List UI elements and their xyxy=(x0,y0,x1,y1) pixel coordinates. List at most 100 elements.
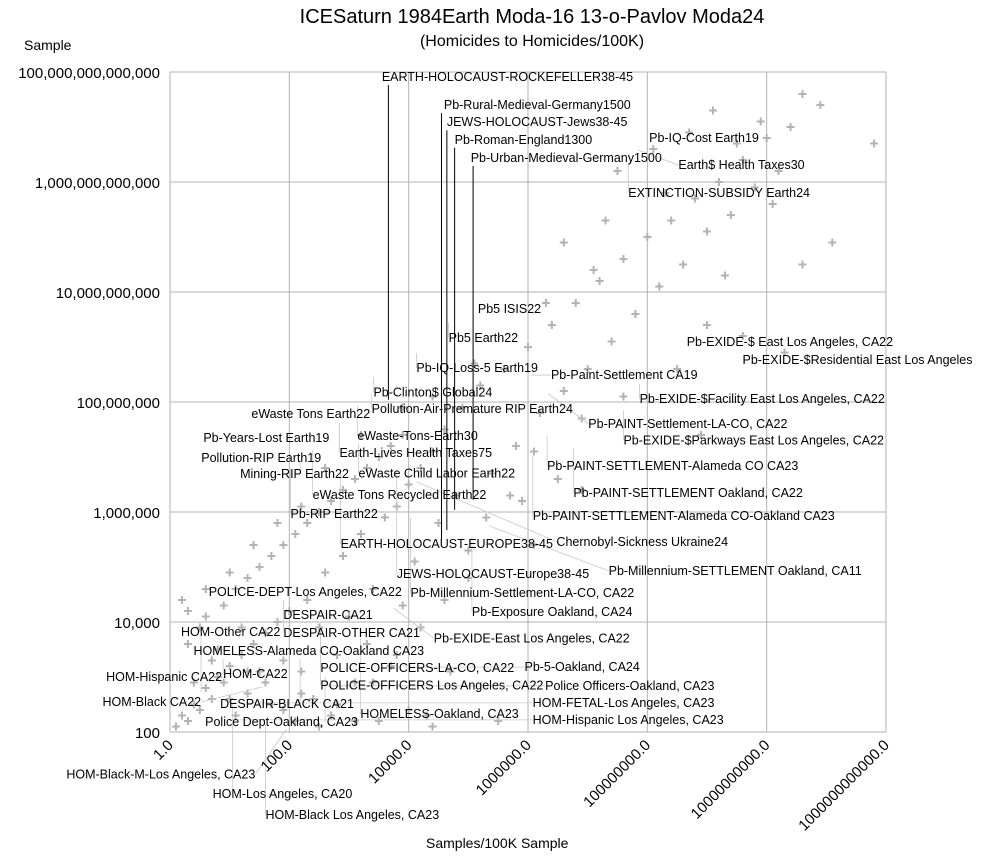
annotation-label: Pb-Rural-Medieval-Germany1500 xyxy=(444,98,631,112)
annotation-label: Pb-EXIDE-$Facility East Los Angeles, CA2… xyxy=(640,392,885,406)
y-tick-label: 1,000,000 xyxy=(93,505,160,522)
data-point xyxy=(201,612,210,621)
data-point xyxy=(350,475,359,483)
data-point xyxy=(368,585,377,593)
annotation-label: Pb-Millennium-SETTLEMENT Oakland, CA11 xyxy=(609,564,862,578)
annotation-label: POLICE-OFFICERS Los Angeles, CA22 xyxy=(320,678,543,692)
annotation-label: DESPAIR-BLACK CA21 xyxy=(220,697,354,711)
annotation-label: eWaste Tons Recycled Earth22 xyxy=(313,488,487,502)
annotation-label: HOMELESS-Oakland, CA23 xyxy=(360,707,518,721)
data-point xyxy=(464,546,473,555)
data-point xyxy=(703,321,711,329)
data-point xyxy=(750,183,759,192)
annotation-label: Pb-Urban-Medieval-Germany1500 xyxy=(471,151,662,165)
data-point xyxy=(607,337,616,346)
annotation-label: DESPAIR-CA21 xyxy=(283,608,372,622)
annotation-label: EARTH-HOLOCAUST-ROCKEFELLER38-45 xyxy=(382,70,633,84)
data-point xyxy=(362,464,371,472)
annotation-label: EXTINCTION-SUBSIDY Earth24 xyxy=(628,186,810,200)
data-point xyxy=(559,238,568,247)
data-point xyxy=(291,717,300,725)
data-point xyxy=(488,469,497,478)
data-point xyxy=(213,673,222,681)
data-point xyxy=(380,513,389,522)
data-point xyxy=(416,623,425,632)
data-point xyxy=(756,117,765,126)
data-point xyxy=(547,321,556,329)
annotation-label: JEWS-HOLOCAUST-Europe38-45 xyxy=(397,567,589,581)
data-point xyxy=(189,700,198,709)
data-point xyxy=(243,667,252,676)
data-point xyxy=(237,651,246,659)
data-point xyxy=(261,629,270,637)
data-point xyxy=(225,662,234,670)
annotation-label: Pb-EXIDE-$Parkways East Los Angeles, CA2… xyxy=(623,433,884,447)
annotation-label: Pb-IQ-Cost Earth19 xyxy=(649,131,759,145)
data-point xyxy=(720,271,729,280)
data-point xyxy=(183,717,192,725)
data-point xyxy=(386,442,395,450)
annotation-label: Pb-RIP Earth22 xyxy=(291,507,378,521)
label-layer: 1.0 100.0 10000.0 1000000.0 100000000.0 10000… xyxy=(18,65,972,834)
data-point xyxy=(195,623,204,632)
x-tick-label: 10000000000.0 xyxy=(688,737,774,823)
data-point xyxy=(404,480,413,489)
data-point xyxy=(679,260,688,269)
annotation-label: HOM-Black Los Angeles, CA23 xyxy=(265,808,439,822)
chart-title: ICESaturn 1984Earth Moda-16 13-o-Pavlov … xyxy=(299,6,765,28)
data-point xyxy=(577,486,586,494)
data-point xyxy=(691,194,700,203)
data-point xyxy=(171,722,180,731)
data-point xyxy=(243,574,252,582)
data-point xyxy=(559,387,568,395)
data-point xyxy=(404,706,413,714)
data-point xyxy=(279,541,288,549)
data-point xyxy=(619,255,628,263)
y-tick-label: 100,000,000 xyxy=(77,395,160,412)
annotation-label: Pollution-RIP Earth19 xyxy=(201,451,321,465)
data-point xyxy=(315,508,324,516)
chart-subtitle: (Homicides to Homicides/100K) xyxy=(419,33,645,50)
data-point xyxy=(780,348,789,357)
data-point xyxy=(177,596,186,604)
data-point xyxy=(422,711,431,720)
annotation-label: Police Officers-Oakland, CA23 xyxy=(545,679,714,693)
data-point xyxy=(398,601,407,610)
data-point xyxy=(231,585,240,593)
data-point xyxy=(285,607,294,615)
data-point xyxy=(541,299,550,307)
data-point xyxy=(476,381,485,390)
data-point xyxy=(524,343,532,351)
data-point xyxy=(374,717,383,725)
data-point xyxy=(571,299,580,307)
annotation-label: POLICE-OFFICERS-LA-CO, CA22 xyxy=(320,661,514,675)
data-point xyxy=(470,359,479,368)
data-point xyxy=(237,623,246,632)
data-point xyxy=(201,684,210,692)
data-point xyxy=(213,645,222,654)
data-point xyxy=(374,453,383,461)
data-point xyxy=(333,651,342,659)
annotation-connector xyxy=(488,525,609,572)
data-point xyxy=(249,640,258,648)
annotation-label: Pollution-Air-Premature RIP Earth24 xyxy=(372,402,573,416)
data-point xyxy=(714,178,723,186)
data-point xyxy=(267,552,276,560)
annotation-label: Pb-5-Oakland, CA24 xyxy=(524,660,639,674)
annotation-label: eWaste-Tons-Earth30 xyxy=(357,429,477,443)
data-point xyxy=(643,233,652,241)
data-point xyxy=(655,282,664,291)
data-point xyxy=(661,189,670,197)
annotation-label: Pb-PAINT-SETTLEMENT-Alameda CO CA23 xyxy=(547,459,798,473)
data-point xyxy=(631,310,640,318)
x-tick-label: 100000000.0 xyxy=(580,737,654,811)
data-point xyxy=(219,678,228,687)
data-point xyxy=(309,695,318,703)
data-point xyxy=(798,260,807,269)
annotation-label: Pb-PAINT-Settlement-LA-CO, CA22 xyxy=(588,417,787,431)
annotation-connector xyxy=(638,149,679,166)
data-point xyxy=(464,574,473,582)
data-point xyxy=(410,557,419,566)
annotation-connector xyxy=(393,607,434,639)
data-point xyxy=(589,266,598,274)
